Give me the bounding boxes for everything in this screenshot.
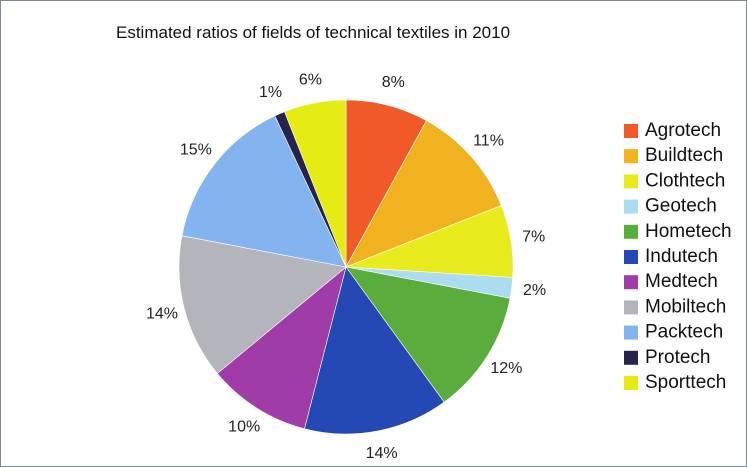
legend-swatch-agrotech: [624, 124, 638, 138]
pct-label-protech: 1%: [259, 84, 282, 101]
legend-label-indutech: Indutech: [645, 246, 718, 267]
pct-label-clothtech: 7%: [522, 229, 545, 246]
pie-slice-indutech: [304, 266, 445, 435]
legend-label-clothtech: Clothtech: [645, 170, 725, 191]
pie-slice-buildtech: [345, 120, 502, 268]
legend-label-sporttech: Sporttech: [645, 372, 726, 393]
legend-swatch-clothtech: [624, 174, 638, 189]
pie-slice-medtech: [216, 266, 347, 430]
chart-title: Estimated ratios of fields of technical …: [116, 23, 510, 42]
chart-legend: Agrotech Buildtech Clothtech Geotech Hometec…: [624, 120, 732, 393]
pct-label-agrotech: 8%: [382, 74, 405, 91]
pie-slice-packtech: [181, 115, 347, 268]
legend-swatch-medtech: [624, 275, 638, 290]
legend-swatch-packtech: [624, 325, 638, 340]
legend-swatch-mobiltech: [624, 300, 638, 315]
legend-label-geotech: Geotech: [645, 196, 717, 217]
pie-slice-sporttech: [284, 99, 347, 268]
legend-swatch-sporttech: [624, 376, 638, 390]
legend-swatch-buildtech: [624, 149, 638, 164]
pie-slice-hometech: [345, 266, 511, 403]
pct-label-indutech: 14%: [366, 445, 398, 462]
legend-swatch-indutech: [624, 250, 638, 264]
legend-label-buildtech: Buildtech: [645, 145, 723, 166]
pct-label-mobiltech: 14%: [146, 306, 178, 323]
legend-label-agrotech: Agrotech: [645, 120, 721, 141]
legend-swatch-geotech: [624, 199, 638, 214]
pie-percentage-labels: 8% 11% 7% 2% 12% 14% 10% 14% 15% 1% 6%: [146, 72, 546, 462]
legend-swatch-hometech: [624, 224, 638, 239]
pct-label-buildtech: 11%: [473, 133, 504, 150]
pct-label-geotech: 2%: [523, 282, 546, 299]
legend-label-mobiltech: Mobiltech: [645, 296, 726, 317]
pct-label-medtech: 10%: [228, 419, 260, 436]
pie-slices: [178, 99, 514, 435]
pie-slice-mobiltech: [178, 235, 347, 374]
pct-label-sporttech: 6%: [299, 72, 322, 89]
legend-label-medtech: Medtech: [645, 271, 718, 292]
legend-label-packtech: Packtech: [645, 322, 723, 343]
legend-label-hometech: Hometech: [645, 221, 732, 242]
legend-label-protech: Protech: [645, 347, 710, 368]
legend-swatch-protech: [624, 350, 638, 365]
pct-label-hometech: 12%: [490, 360, 522, 377]
pct-label-packtech: 15%: [180, 142, 212, 159]
